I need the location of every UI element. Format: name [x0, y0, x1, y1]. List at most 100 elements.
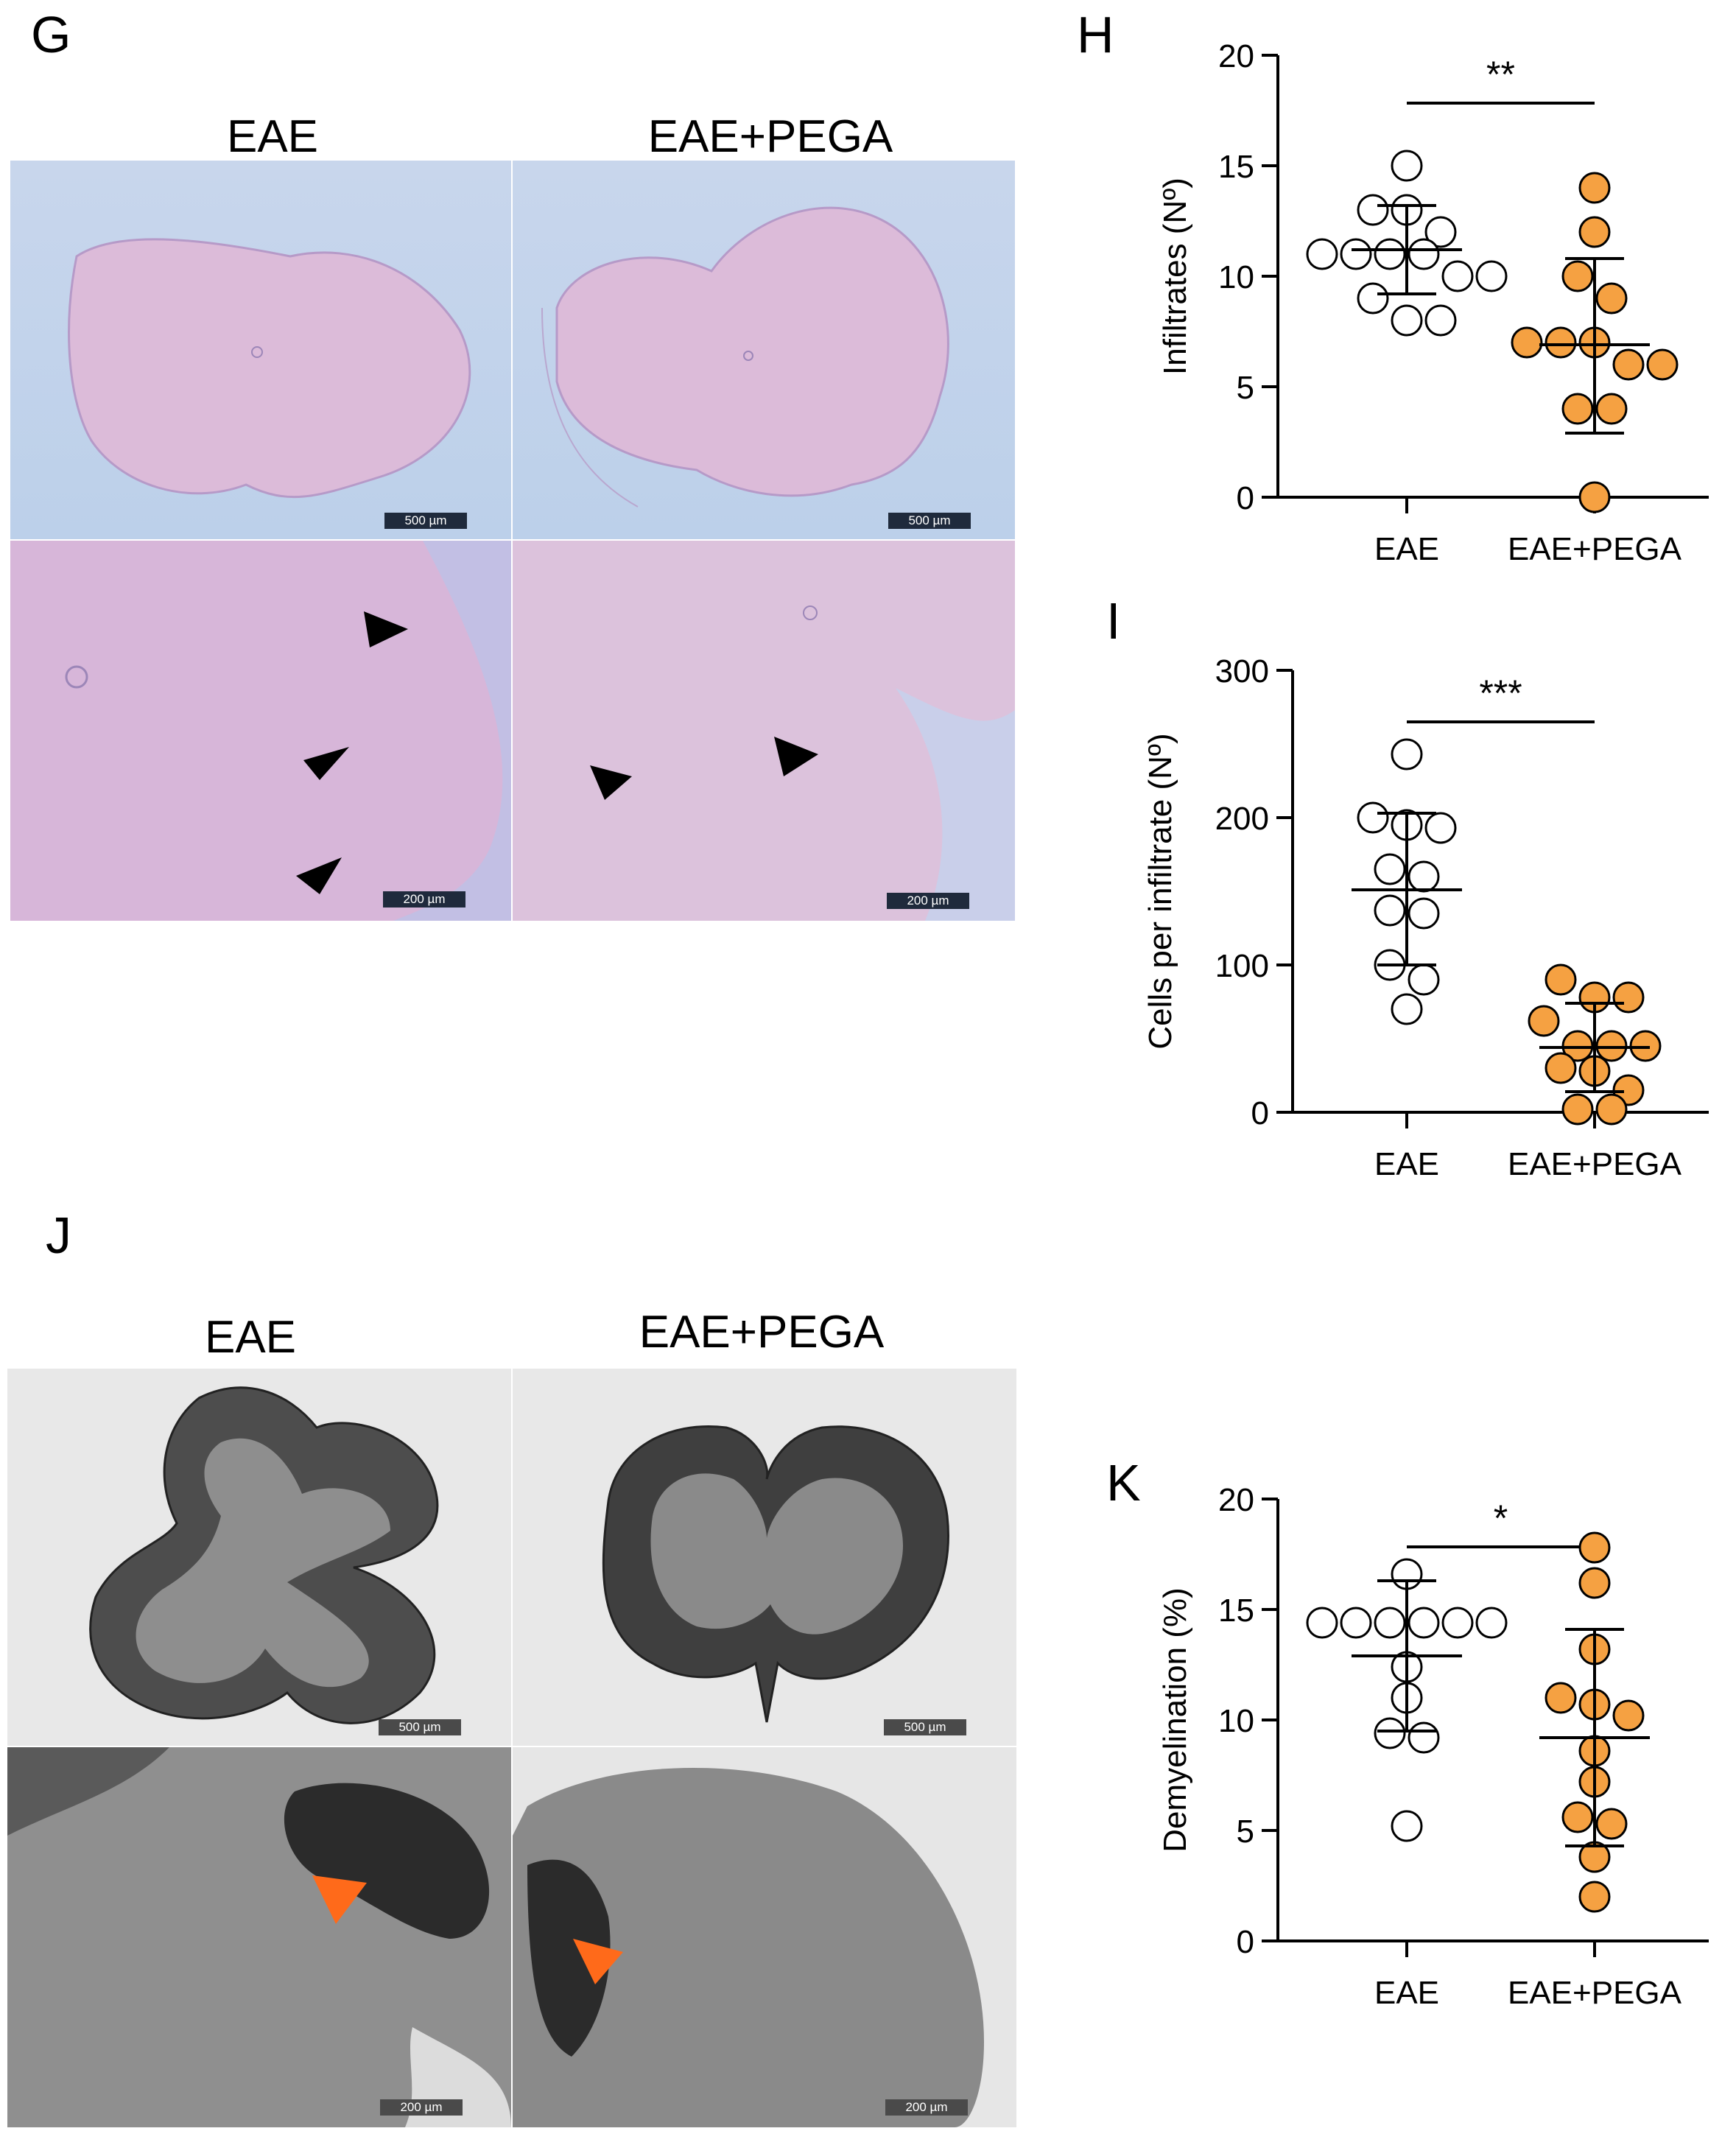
- data-point: [1646, 348, 1679, 381]
- chart-cells-per-infiltrate: 0 100 200 300 EAE EAE+PEGA Cells per infiltrat…: [1142, 653, 1709, 1182]
- arrowhead-orange: [312, 1875, 367, 1924]
- significance-stars: **: [1486, 54, 1515, 95]
- data-point: [1357, 194, 1389, 226]
- y-tick-label: 15: [1218, 1593, 1254, 1629]
- panel-j-title-eae: EAE: [204, 1312, 297, 1363]
- data-point: [1612, 348, 1645, 381]
- data-point: [1561, 1093, 1594, 1126]
- data-point: [1408, 897, 1440, 930]
- data-point: [1545, 963, 1577, 996]
- myelin-micrograph-eae-pega-high-mag: 200 µm: [513, 1747, 1016, 2127]
- he-micrograph-eae-low-mag: 500 µm: [10, 161, 511, 539]
- data-point: [1578, 1881, 1611, 1913]
- y-tick-label: 5: [1237, 370, 1254, 406]
- data-point: [1612, 1699, 1645, 1732]
- data-point: [1424, 812, 1457, 844]
- y-axis-label: Infiltrates (Nº): [1157, 178, 1193, 375]
- data-point: [1595, 393, 1628, 425]
- y-tick-label: 10: [1218, 1703, 1254, 1739]
- panel-g-title-eae: EAE: [226, 111, 319, 162]
- scalebar-label: 500 µm: [384, 513, 467, 529]
- arrowhead-black: [303, 747, 349, 780]
- data-point: [1357, 801, 1389, 834]
- y-tick-label: 200: [1215, 801, 1269, 837]
- chart-demyelination: 0 5 10 15 20 EAE EAE+PEGA Demyelination (%) *: [1157, 1482, 1709, 2011]
- he-micrograph-eae-pega-high-mag: 200 µm: [513, 541, 1015, 921]
- data-point: [1374, 894, 1406, 927]
- data-point: [1595, 282, 1628, 315]
- he-micrograph-eae-high-mag: 200 µm: [10, 541, 511, 921]
- y-tick-label: 5: [1237, 1814, 1254, 1850]
- myelin-micrograph-eae-pega-low-mag: 500 µm: [513, 1369, 1016, 1746]
- data-point: [1595, 1808, 1628, 1840]
- panel-letter-j: J: [46, 1207, 71, 1264]
- data-point: [1357, 282, 1389, 315]
- data-point: [1511, 326, 1543, 359]
- data-point: [1612, 981, 1645, 1014]
- x-tick-label: EAE+PEGA: [1508, 531, 1682, 567]
- x-tick-label: EAE: [1374, 1975, 1439, 2011]
- y-axis-label: Cells per infiltrate (Nº): [1142, 733, 1178, 1049]
- panel-letter-h: H: [1077, 6, 1114, 63]
- scalebar-label: 500 µm: [884, 1719, 966, 1735]
- y-tick-label: 15: [1218, 149, 1254, 185]
- panel-letter-i: I: [1106, 592, 1121, 650]
- y-tick-label: 0: [1237, 480, 1254, 516]
- y-tick-label: 100: [1215, 948, 1269, 984]
- data-point: [1441, 260, 1474, 292]
- data-point: [1561, 260, 1594, 292]
- data-point: [1340, 238, 1372, 270]
- data-point: [1408, 963, 1440, 996]
- x-tick-label: EAE: [1374, 531, 1439, 567]
- y-axis-label: Demyelination (%): [1157, 1587, 1193, 1852]
- arrowhead-black: [774, 737, 818, 776]
- myelin-micrograph-eae-high-mag: 200 µm: [7, 1747, 511, 2127]
- y-tick-label: 0: [1251, 1095, 1269, 1131]
- data-point: [1374, 853, 1406, 885]
- data-point: [1475, 1607, 1508, 1639]
- panel-letter-g: G: [31, 6, 71, 63]
- data-point: [1340, 1607, 1372, 1639]
- panel-letter-k: K: [1106, 1454, 1141, 1512]
- data-point: [1391, 993, 1423, 1025]
- data-point: [1408, 860, 1440, 893]
- scalebar-label: 200 µm: [380, 2099, 463, 2116]
- data-point: [1408, 1721, 1440, 1754]
- data-point: [1306, 1607, 1338, 1639]
- y-tick-label: 20: [1218, 38, 1254, 74]
- y-tick-label: 300: [1215, 653, 1269, 689]
- data-point: [1545, 1682, 1577, 1714]
- data-point: [1578, 1567, 1611, 1599]
- data-point: [1578, 1531, 1611, 1564]
- data-point: [1424, 304, 1457, 337]
- scalebar-label: 200 µm: [885, 2099, 968, 2116]
- scalebar-label: 200 µm: [887, 893, 969, 909]
- data-point: [1391, 1810, 1423, 1842]
- y-tick-label: 10: [1218, 259, 1254, 295]
- he-micrograph-eae-pega-low-mag: 500 µm: [513, 161, 1015, 539]
- data-point: [1578, 216, 1611, 248]
- data-point: [1545, 1052, 1577, 1084]
- panel-j-title-eae-pega: EAE+PEGA: [639, 1307, 885, 1358]
- scalebar-label: 500 µm: [379, 1719, 461, 1735]
- data-point: [1578, 481, 1611, 513]
- data-point: [1595, 1093, 1628, 1126]
- data-point: [1441, 1607, 1474, 1639]
- arrowhead-black: [296, 857, 342, 894]
- chart-infiltrates: 0 5 10 15 20 EAE EAE+PEGA Infiltrates (Nº) **: [1157, 38, 1709, 567]
- x-tick-label: EAE+PEGA: [1508, 1146, 1682, 1182]
- data-point: [1306, 238, 1338, 270]
- myelin-micrograph-eae-low-mag: 500 µm: [7, 1369, 511, 1746]
- scalebar-label: 200 µm: [383, 891, 465, 908]
- data-point: [1561, 1801, 1594, 1833]
- data-point: [1374, 238, 1406, 270]
- arrowhead-black: [590, 765, 632, 800]
- data-point: [1374, 1607, 1406, 1639]
- x-tick-label: EAE: [1374, 1146, 1439, 1182]
- data-point: [1545, 326, 1577, 359]
- data-point: [1391, 738, 1423, 770]
- data-point: [1408, 238, 1440, 270]
- data-point: [1424, 216, 1457, 248]
- data-point: [1391, 304, 1423, 337]
- panel-g-title-eae-pega: EAE+PEGA: [647, 111, 893, 162]
